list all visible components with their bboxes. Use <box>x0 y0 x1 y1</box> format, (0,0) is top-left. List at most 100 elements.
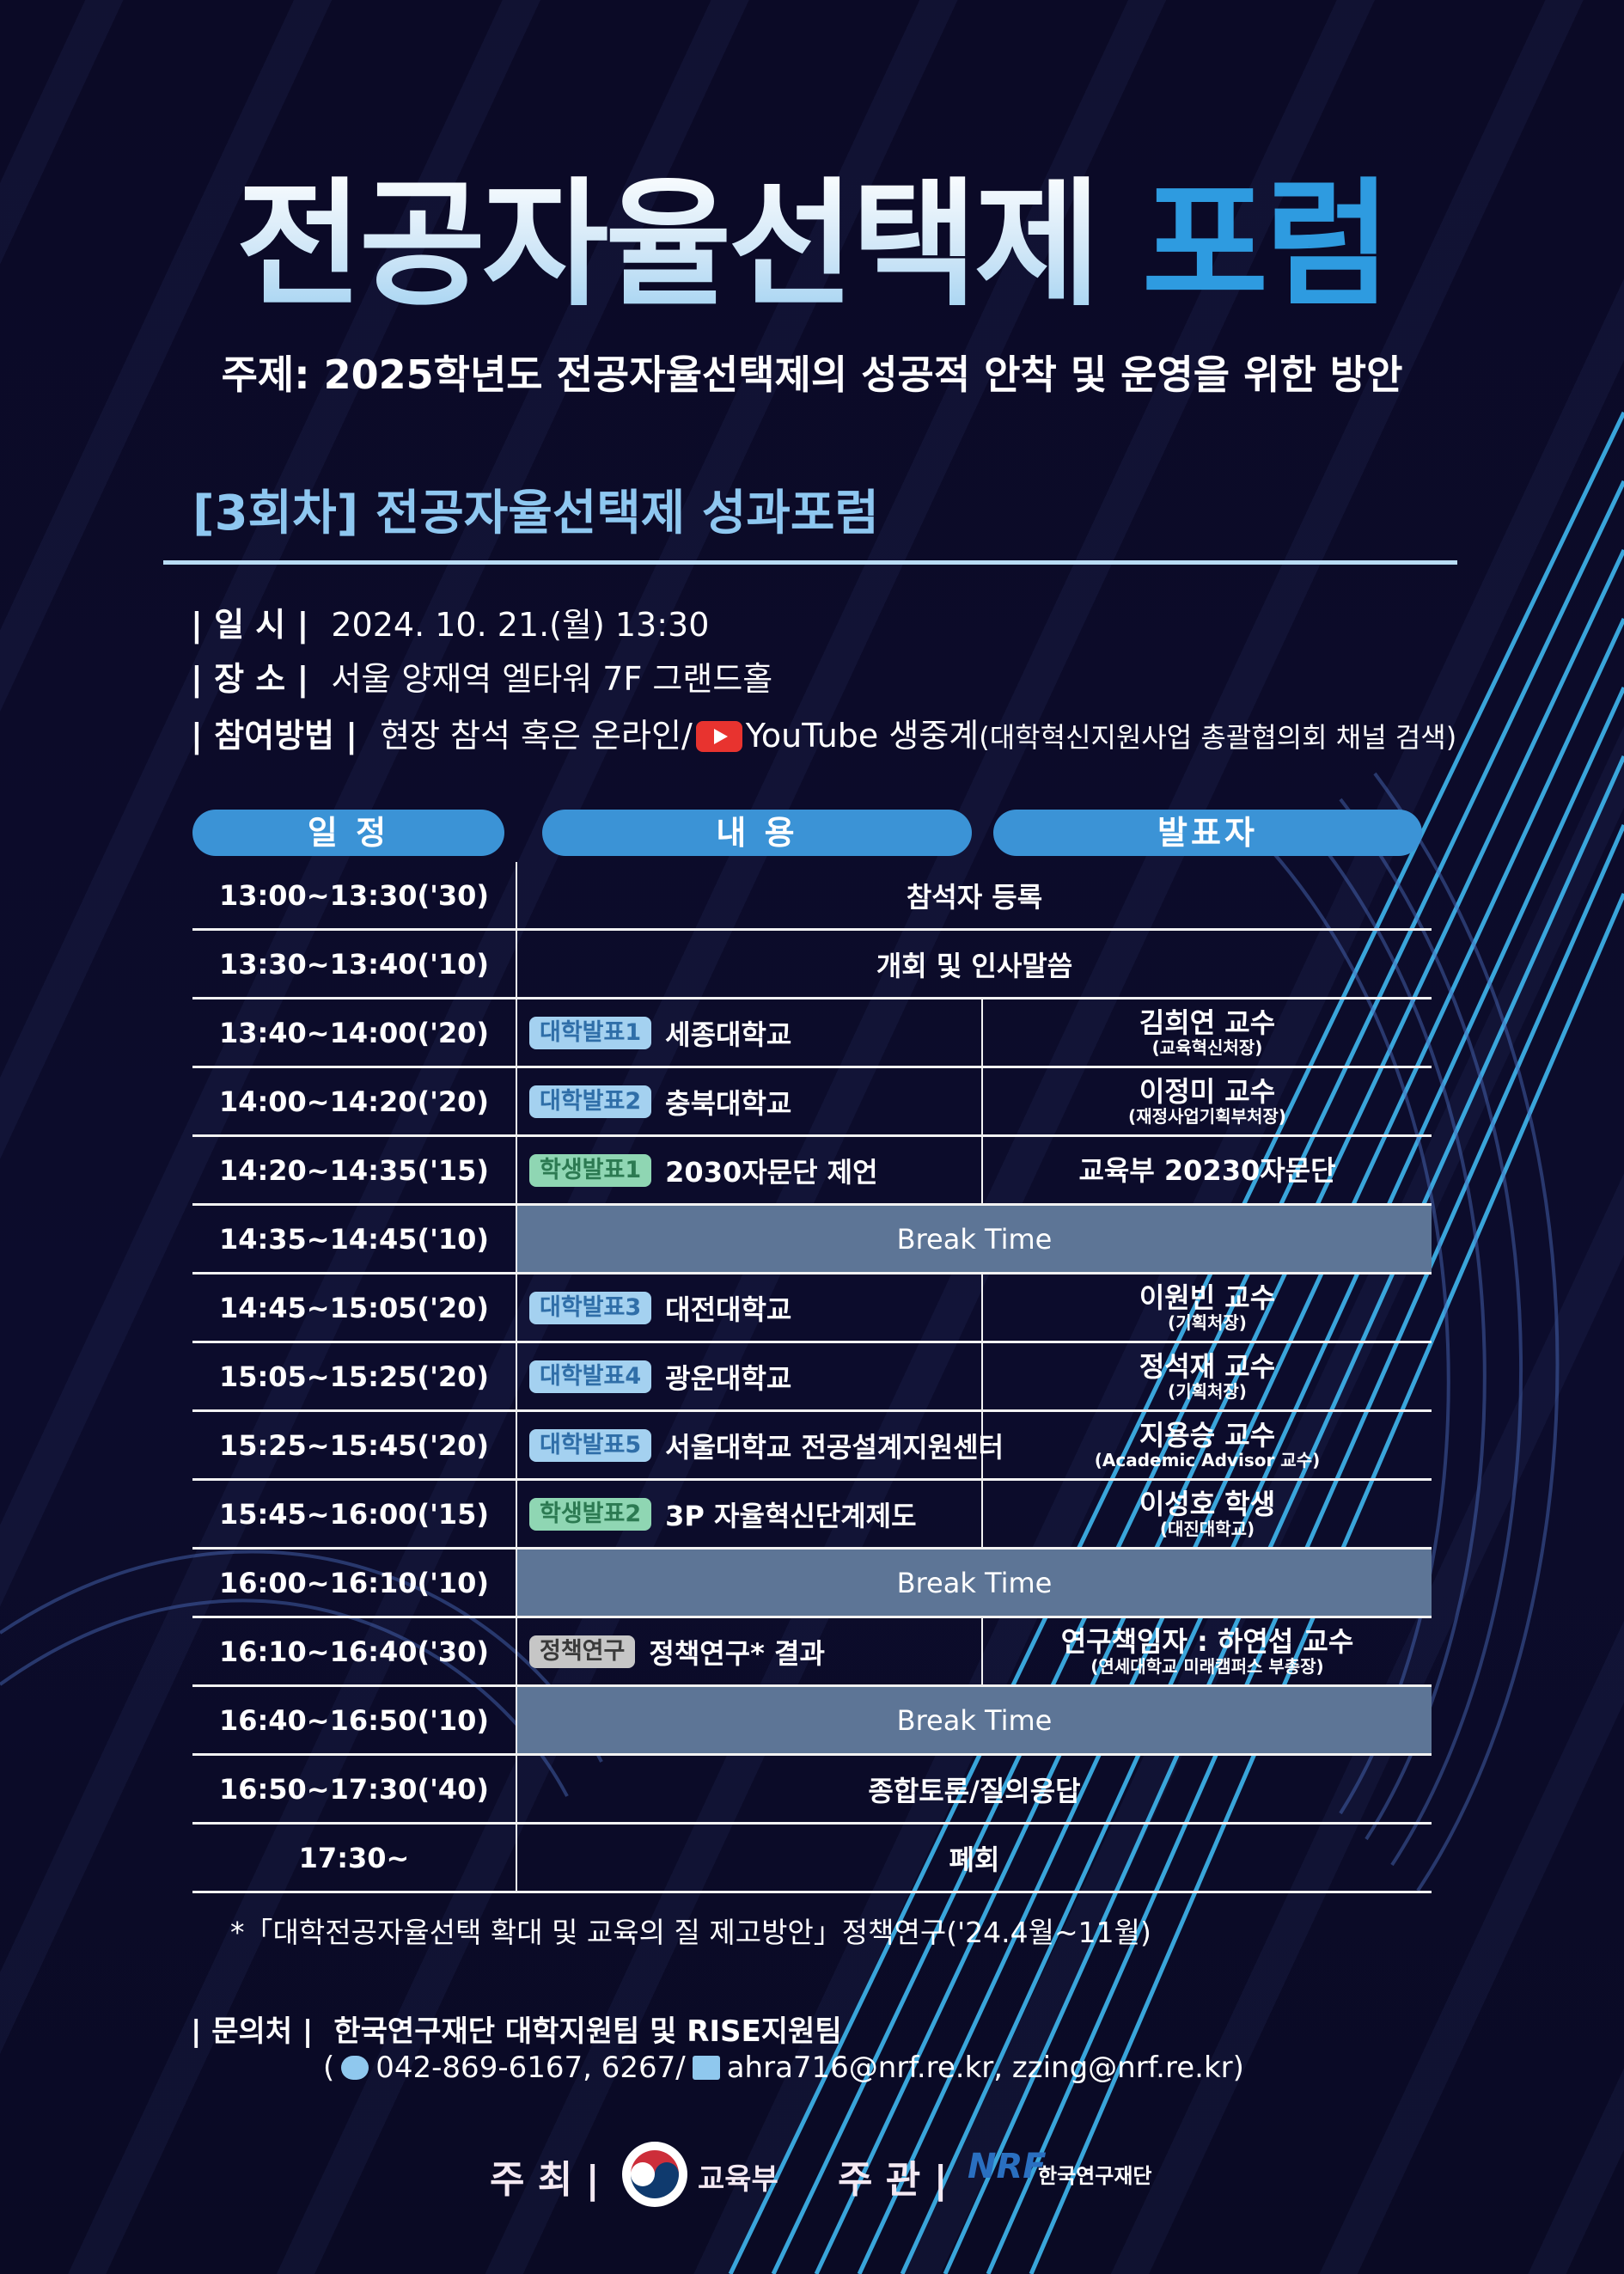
phone-icon <box>341 2056 369 2080</box>
place-value: 서울 양재역 엘타워 7F 그랜드홀 <box>331 660 773 698</box>
presenter-name: 김희연 교수 <box>1139 1006 1276 1039</box>
presentation-tag: 대학발표5 <box>529 1428 652 1462</box>
presentation-tag: 학생발표1 <box>529 1153 652 1187</box>
row-presenter: 김희연 교수 (교육혁신처장) <box>983 999 1432 1066</box>
header-presenter: 발표자 <box>993 810 1422 856</box>
contact-email[interactable]: ahra716@nrf.re.kr, zzing@nrf.re.kr) <box>726 2051 1244 2085</box>
title-main: 전공자율선택제 <box>235 164 1101 325</box>
table-row: 13:40~14:00('20) 대학발표1 세종대학교 김희연 교수 (교육혁신처장) <box>192 999 1432 1068</box>
host-label: 주 최 | <box>490 2158 600 2202</box>
content-text: 서울대학교 전공설계지원센터 <box>665 1430 1004 1464</box>
contact-org: 한국연구재단 대학지원팀 및 RISE지원팀 <box>333 2014 842 2049</box>
break-time: Break Time <box>517 1550 1432 1616</box>
row-time: 16:00~16:10('10) <box>192 1550 517 1616</box>
table-row: 15:45~16:00('15) 학생발표2 3P 자율혁신단계제도 이성호 학생 (대… <box>192 1481 1432 1550</box>
row-presenter: 이정미 교수 (재정사업기획부처장) <box>983 1068 1432 1134</box>
row-time: 13:40~14:00('20) <box>192 999 517 1066</box>
row-presenter: 이성호 학생 (대진대학교) <box>983 1481 1432 1547</box>
row-content: 학생발표2 3P 자율혁신단계제도 <box>517 1481 983 1547</box>
table-row: 15:25~15:45('20) 대학발표5 서울대학교 전공설계지원센터 지용승 교… <box>192 1412 1432 1481</box>
content-text: 충북대학교 <box>665 1086 792 1120</box>
row-time: 13:30~13:40('10) <box>192 931 517 997</box>
table-row: 14:00~14:20('20) 대학발표2 충북대학교 이정미 교수 (재정사업기획부… <box>192 1068 1432 1137</box>
content-text: 2030자문단 제언 <box>665 1155 878 1189</box>
host-org: 교육부 <box>698 2162 778 2197</box>
presenter-name: 연구책임자 : 하연섭 교수 <box>1060 1624 1354 1658</box>
contact-label: | 문의처 | <box>191 2014 314 2049</box>
row-content: 참석자 등록 <box>906 880 1043 914</box>
row-time: 14:20~14:35('15) <box>192 1137 517 1203</box>
row-presenter: 정석재 교수 (기획처장) <box>983 1343 1432 1409</box>
place-label: | 장 소 | <box>191 660 309 698</box>
row-content: 폐회 <box>949 1843 1000 1876</box>
contact-org-line: | 문의처 | 한국연구재단 대학지원팀 및 RISE지원팀 <box>191 2008 842 2050</box>
content-text: 광운대학교 <box>665 1361 792 1395</box>
table-row: 14:20~14:35('15) 학생발표1 2030자문단 제언 교육부 20230… <box>192 1137 1432 1206</box>
organizer-org: 한국연구재단 <box>1038 2164 1152 2188</box>
presenter-title: (교육혁신처장) <box>1151 1036 1263 1058</box>
table-row: 14:45~15:05('20) 대학발표3 대전대학교 이원빈 교수 (기획처장) <box>192 1275 1432 1343</box>
footnote: *「대학전공자율선택 확대 및 교육의 질 제고방안」정책연구('24.4월~1… <box>230 1916 1151 1949</box>
break-time: Break Time <box>517 1687 1432 1753</box>
mail-icon <box>692 2056 720 2080</box>
content-text: 대전대학교 <box>665 1293 792 1326</box>
presentation-tag: 학생발표2 <box>529 1497 652 1531</box>
moe-logo-icon <box>622 2142 687 2207</box>
presenter-name: 정석재 교수 <box>1139 1349 1276 1383</box>
row-time: 14:45~15:05('20) <box>192 1275 517 1341</box>
row-content: 대학발표2 충북대학교 <box>517 1068 983 1134</box>
presentation-tag: 대학발표2 <box>529 1085 652 1118</box>
presenter-name: 교육부 20230자문단 <box>1078 1153 1336 1187</box>
organizer-label: 주 관 | <box>838 2158 948 2202</box>
row-time: 15:05~15:25('20) <box>192 1343 517 1409</box>
row-presenter: 교육부 20230자문단 <box>983 1137 1432 1203</box>
method-note: (대학혁신지원사업 총괄협의회 채널 검색) <box>979 721 1457 754</box>
table-row: 17:30~ 폐회 <box>192 1825 1432 1893</box>
table-row: 13:30~13:40('10) 개회 및 인사말씀 <box>192 931 1432 999</box>
presenter-title: (대진대학교) <box>1159 1518 1255 1539</box>
table-row: 16:50~17:30('40) 종합토론/질의응답 <box>192 1756 1432 1825</box>
method-youtube[interactable]: YouTube 생중계 <box>745 717 980 755</box>
session-heading: [3회차] 전공자율선택제 성과포럼 <box>192 486 879 541</box>
presenter-title: (재정사업기획부처장) <box>1128 1105 1286 1127</box>
row-time: 14:35~14:45('10) <box>192 1206 517 1272</box>
row-time: 16:50~17:30('40) <box>192 1756 517 1822</box>
nrf-logo: NRF <box>968 2147 1047 2186</box>
info-place: | 장 소 | 서울 양재역 엘타워 7F 그랜드홀 <box>191 657 772 700</box>
row-presenter: 연구책임자 : 하연섭 교수 (연세대학교 미래캠퍼스 부총장) <box>983 1618 1432 1684</box>
row-time: 16:40~16:50('10) <box>192 1687 517 1753</box>
row-content: 개회 및 인사말씀 <box>876 949 1073 982</box>
row-content: 대학발표4 광운대학교 <box>517 1343 983 1409</box>
date-value: 2024. 10. 21.(월) 13:30 <box>331 606 710 644</box>
row-content: 대학발표3 대전대학교 <box>517 1275 983 1341</box>
row-content: 정책연구 정책연구* 결과 <box>517 1618 983 1684</box>
info-date: | 일 시 | 2024. 10. 21.(월) 13:30 <box>191 603 709 646</box>
row-content: 대학발표1 세종대학교 <box>517 999 983 1066</box>
presenter-name: 이원빈 교수 <box>1139 1281 1276 1314</box>
break-time: Break Time <box>517 1206 1432 1272</box>
header-schedule: 일 정 <box>192 810 504 856</box>
method-value: 현장 참석 혹은 온라인/ <box>380 717 693 755</box>
table-row: 16:40~16:50('10) Break Time <box>192 1687 1432 1756</box>
subtitle: 주제: 2025학년도 전공자율선택제의 성공적 안착 및 운영을 위한 방안 <box>221 351 1403 398</box>
row-time: 15:25~15:45('20) <box>192 1412 517 1478</box>
row-content: 대학발표5 서울대학교 전공설계지원센터 <box>517 1412 1004 1478</box>
method-label: | 참여방법 | <box>191 717 358 755</box>
presenter-title: (기획처장) <box>1168 1311 1247 1333</box>
page-title: 전공자율선택제 포럼 <box>0 163 1624 327</box>
table-row: 16:10~16:40('30) 정책연구 정책연구* 결과 연구책임자 : 하연섭 … <box>192 1618 1432 1687</box>
content-text: 세종대학교 <box>665 1018 792 1051</box>
title-accent: 포럼 <box>1141 164 1391 325</box>
row-content: 종합토론/질의응답 <box>868 1774 1081 1807</box>
row-time: 13:00~13:30('30) <box>192 862 517 928</box>
row-time: 14:00~14:20('20) <box>192 1068 517 1134</box>
divider <box>163 560 1457 565</box>
content-text: 3P 자율혁신단계제도 <box>665 1499 917 1532</box>
contact-phone: 042-869-6167, 6267/ <box>375 2051 686 2085</box>
youtube-icon <box>695 721 742 752</box>
row-time: 15:45~16:00('15) <box>192 1481 517 1547</box>
row-time: 17:30~ <box>192 1825 517 1891</box>
row-content: 학생발표1 2030자문단 제언 <box>517 1137 983 1203</box>
presenter-title: (Academic Advisor 교수) <box>1094 1449 1321 1470</box>
